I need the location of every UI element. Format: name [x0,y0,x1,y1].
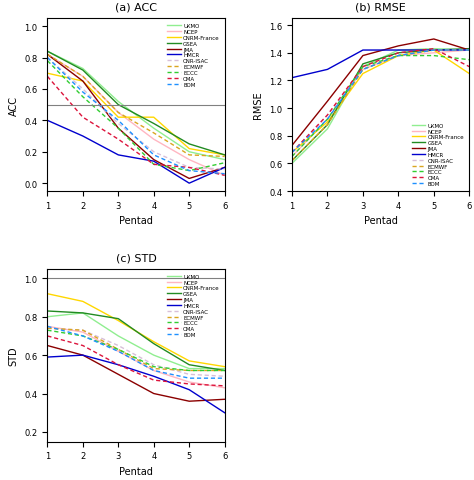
Y-axis label: RMSE: RMSE [254,92,264,119]
X-axis label: Pentad: Pentad [364,216,398,226]
X-axis label: Pentad: Pentad [119,466,153,476]
X-axis label: Pentad: Pentad [119,216,153,226]
Y-axis label: ACC: ACC [9,96,19,115]
Legend: UKMO, NCEP, CNRM-France, GSEA, JMA, HMCR, CNR-ISAC, ECMWF, ECCC, CMA, BOM: UKMO, NCEP, CNRM-France, GSEA, JMA, HMCR… [410,121,466,189]
Legend: UKMO, NCEP, CNRM-France, GSEA, JMA, HMCR, CNR-ISAC, ECMWF, ECCC, CMA, BOM: UKMO, NCEP, CNRM-France, GSEA, JMA, HMCR… [164,22,222,90]
Legend: UKMO, NCEP, CNRM-France, GSEA, JMA, HMCR, CNR-ISAC, ECMWF, ECCC, CMA, BOM: UKMO, NCEP, CNRM-France, GSEA, JMA, HMCR… [164,272,222,340]
Title: (b) RMSE: (b) RMSE [355,3,406,13]
Y-axis label: STD: STD [9,346,19,365]
Title: (a) ACC: (a) ACC [115,3,157,13]
Title: (c) STD: (c) STD [116,253,156,263]
